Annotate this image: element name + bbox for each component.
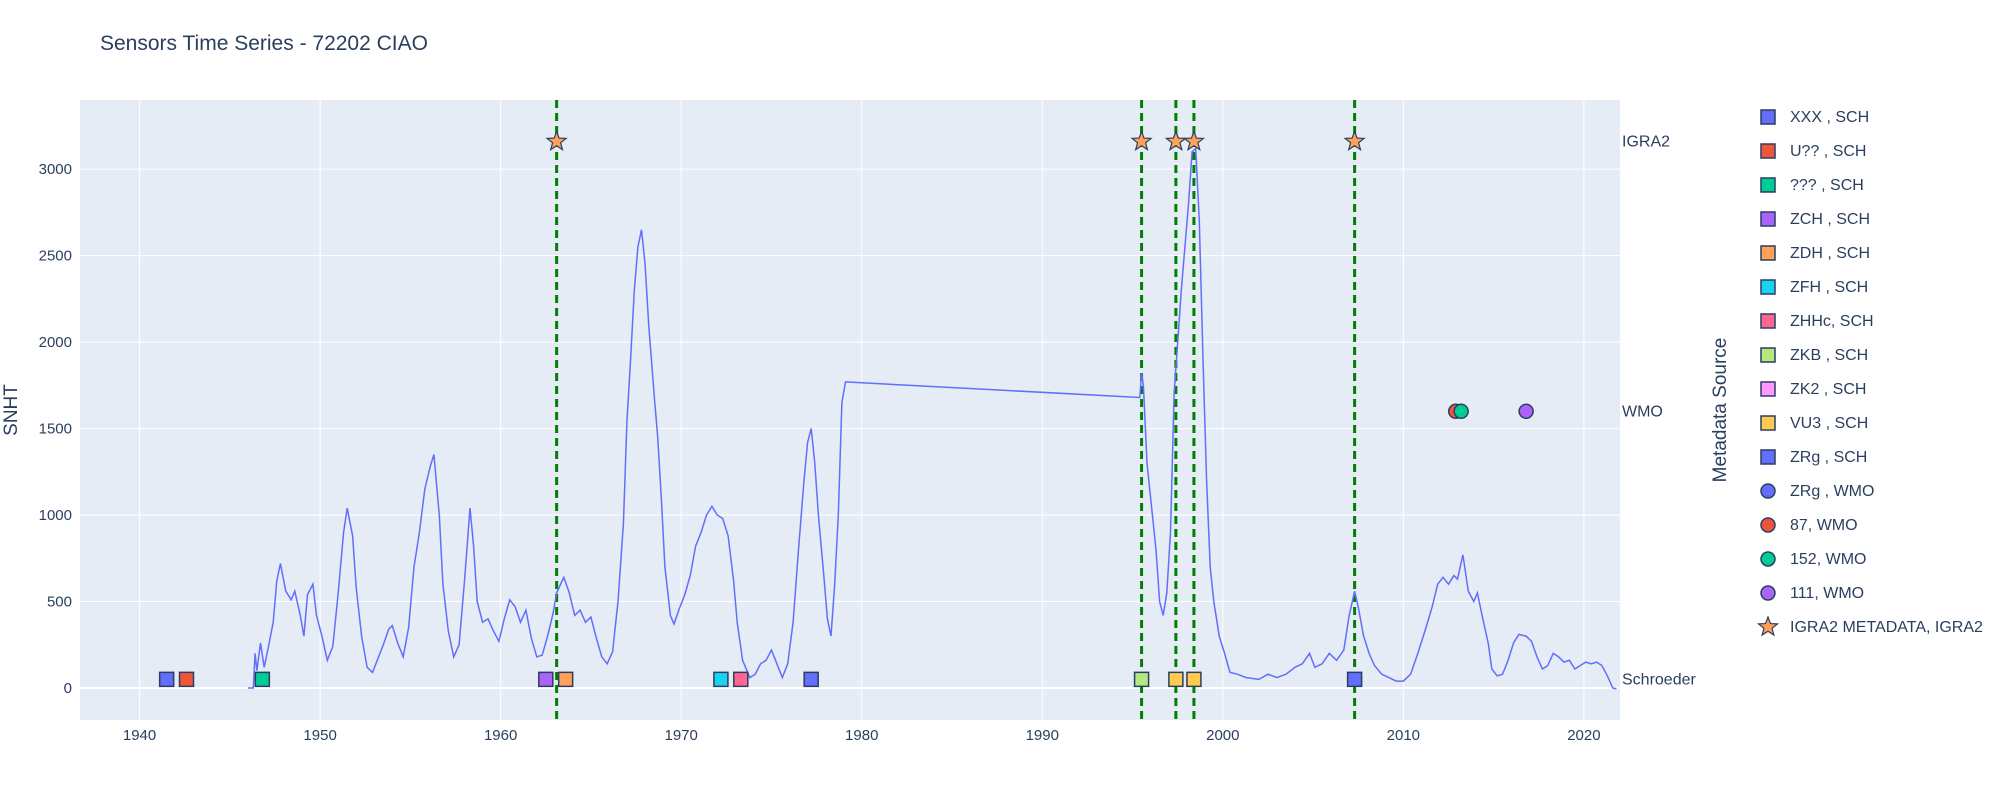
star-marker [545,129,568,151]
legend-square-icon [1760,415,1776,431]
square-marker [1133,671,1150,688]
legend-item-label: ZHHc, SCH [1790,313,1874,330]
legend-square-icon [1760,245,1776,261]
star-marker [1182,129,1206,151]
star-marker [1164,129,1188,151]
series-layer [247,146,1617,690]
x-tick-label: 2000 [1206,727,1239,744]
legend-item-label: ZK2 , SCH [1790,381,1866,398]
legend-item-label: ZCH , SCH [1790,211,1870,228]
y-tick-label: 3000 [39,161,72,178]
legend-item-label: U?? , SCH [1790,143,1866,160]
legend-square-icon [1760,109,1776,125]
square-marker [158,671,175,688]
legend-star-icon [1756,615,1780,637]
legend-item-label: ZRg , WMO [1790,483,1874,500]
y-tick-label: 1500 [39,421,72,438]
legend-item-label: 87, WMO [1790,517,1858,534]
y-tick-label: 2000 [39,334,72,351]
square-marker [1346,671,1363,688]
square-marker [557,671,574,688]
legend-item-label: 152, WMO [1790,551,1866,568]
x-tick-label: 1940 [123,727,156,744]
legend: XXX , SCH U?? , SCH ??? , SCH ZCH , SCH ZDH … [1756,109,1983,637]
square-marker [254,671,271,688]
square-marker [178,671,195,688]
legend-item-label: IGRA2 METADATA, IGRA2 [1790,619,1983,636]
x-tick-label: 2010 [1387,727,1420,744]
x-tick-label: 2020 [1567,727,1600,744]
legend-circle-icon [1760,585,1776,601]
legend-item-label: VU3 , SCH [1790,415,1868,432]
legend-square-icon [1760,177,1776,193]
legend-square-icon [1760,347,1776,363]
y-tick-label: 0 [64,680,72,697]
legend-item-label: ZFH , SCH [1790,279,1868,296]
right-labels: IGRA2 WMO Schroeder [1622,134,1696,689]
markers-layer [158,129,1534,688]
legend-item-label: ZKB , SCH [1790,347,1868,364]
legend-item-label: ??? , SCH [1790,177,1864,194]
right-axis-label: IGRA2 [1622,134,1670,151]
circle-marker [1453,403,1469,420]
plot-area [80,100,1620,720]
chart-title: Sensors Time Series - 72202 CIAO [100,32,428,55]
legend-square-icon [1760,381,1776,397]
legend-square-icon [1760,279,1776,295]
y-axis-title: SNHT [1,384,22,436]
square-marker [803,671,819,688]
square-marker [1186,671,1202,688]
x-tick-label: 1990 [1026,727,1059,744]
square-marker [733,671,749,688]
legend-circle-icon [1760,551,1776,567]
x-tick-labels: 1940 1950 1960 1970 1980 1990 2000 2010 2020 [123,727,1601,744]
y-tick-labels: 0 500 1000 1500 2000 2500 3000 [39,161,72,697]
legend-circle-icon [1760,483,1776,499]
legend-title: Metadata Source [1710,338,1731,483]
y-tick-label: 500 [47,594,72,611]
star-marker [1130,129,1153,151]
x-tick-label: 1980 [845,727,878,744]
x-tick-label: 1970 [665,727,698,744]
x-tick-label: 1960 [484,727,517,744]
legend-item-label: XXX , SCH [1790,109,1869,126]
x-tick-label: 1950 [303,727,336,744]
right-axis-label: WMO [1622,403,1663,420]
legend-item-label: ZRg , SCH [1790,449,1867,466]
legend-circle-icon [1760,517,1776,533]
snht-series-line [247,146,1617,690]
legend-square-icon [1760,449,1776,465]
y-tick-label: 1000 [39,507,72,524]
y-tick-label: 2500 [39,248,72,265]
square-marker [713,671,729,688]
legend-item-label: 111, WMO [1790,585,1864,602]
legend-square-icon [1760,211,1776,227]
right-axis-label: Schroeder [1622,671,1696,688]
square-marker [538,671,554,688]
legend-square-icon [1760,313,1776,329]
square-marker [1168,671,1184,688]
legend-square-icon [1760,143,1776,159]
legend-item-label: ZDH , SCH [1790,245,1870,262]
star-marker [1343,129,1366,151]
circle-marker [1518,403,1534,420]
